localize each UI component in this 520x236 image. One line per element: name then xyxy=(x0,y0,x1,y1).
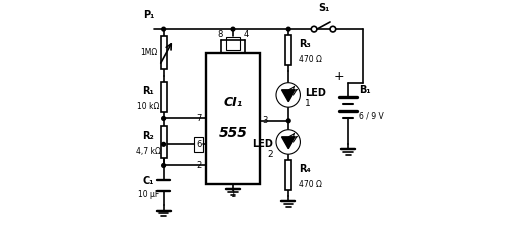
Text: +: + xyxy=(334,70,345,83)
Text: 8: 8 xyxy=(217,30,223,38)
Text: 555: 555 xyxy=(218,126,248,139)
Text: R₂: R₂ xyxy=(142,131,154,141)
Polygon shape xyxy=(281,137,295,149)
Text: 1: 1 xyxy=(305,99,310,108)
Text: 7: 7 xyxy=(197,114,202,123)
Text: P₁: P₁ xyxy=(142,10,154,20)
Text: 3: 3 xyxy=(262,116,267,125)
Text: 2: 2 xyxy=(267,150,273,159)
Text: 1MΩ: 1MΩ xyxy=(140,48,157,57)
Text: LED: LED xyxy=(305,88,326,98)
Circle shape xyxy=(231,27,235,31)
Text: 2: 2 xyxy=(197,161,202,170)
Circle shape xyxy=(162,117,165,120)
Text: R₄: R₄ xyxy=(299,164,310,174)
Circle shape xyxy=(162,143,165,146)
Text: B₁: B₁ xyxy=(359,85,371,95)
Bar xyxy=(226,37,240,50)
Text: S₁: S₁ xyxy=(318,3,329,13)
Text: 10 kΩ: 10 kΩ xyxy=(137,102,160,111)
Text: 6 / 9 V: 6 / 9 V xyxy=(359,112,384,121)
Text: C₁: C₁ xyxy=(142,176,154,186)
Text: 10 μF: 10 μF xyxy=(138,190,159,199)
Text: 4,7 kΩ: 4,7 kΩ xyxy=(136,147,161,156)
Circle shape xyxy=(287,119,290,123)
Bar xyxy=(161,36,166,69)
Bar xyxy=(161,126,166,158)
Circle shape xyxy=(276,83,301,107)
Text: 4: 4 xyxy=(243,30,249,38)
Bar xyxy=(285,160,291,190)
Circle shape xyxy=(276,130,301,154)
Text: LED: LED xyxy=(252,139,273,149)
Text: 6: 6 xyxy=(197,140,202,149)
Polygon shape xyxy=(281,90,295,102)
Circle shape xyxy=(311,26,317,32)
Bar xyxy=(206,53,260,184)
Circle shape xyxy=(330,26,336,32)
Text: 470 Ω: 470 Ω xyxy=(299,180,322,189)
Text: CI₁: CI₁ xyxy=(224,96,243,109)
Text: 1: 1 xyxy=(230,190,236,199)
Bar xyxy=(161,83,166,112)
Bar xyxy=(194,137,203,152)
Circle shape xyxy=(162,27,165,31)
Text: 470 Ω: 470 Ω xyxy=(299,55,322,64)
Circle shape xyxy=(162,164,165,167)
Text: R₃: R₃ xyxy=(299,39,310,49)
Bar xyxy=(285,35,291,65)
Text: R₁: R₁ xyxy=(142,86,154,97)
Circle shape xyxy=(287,27,290,31)
